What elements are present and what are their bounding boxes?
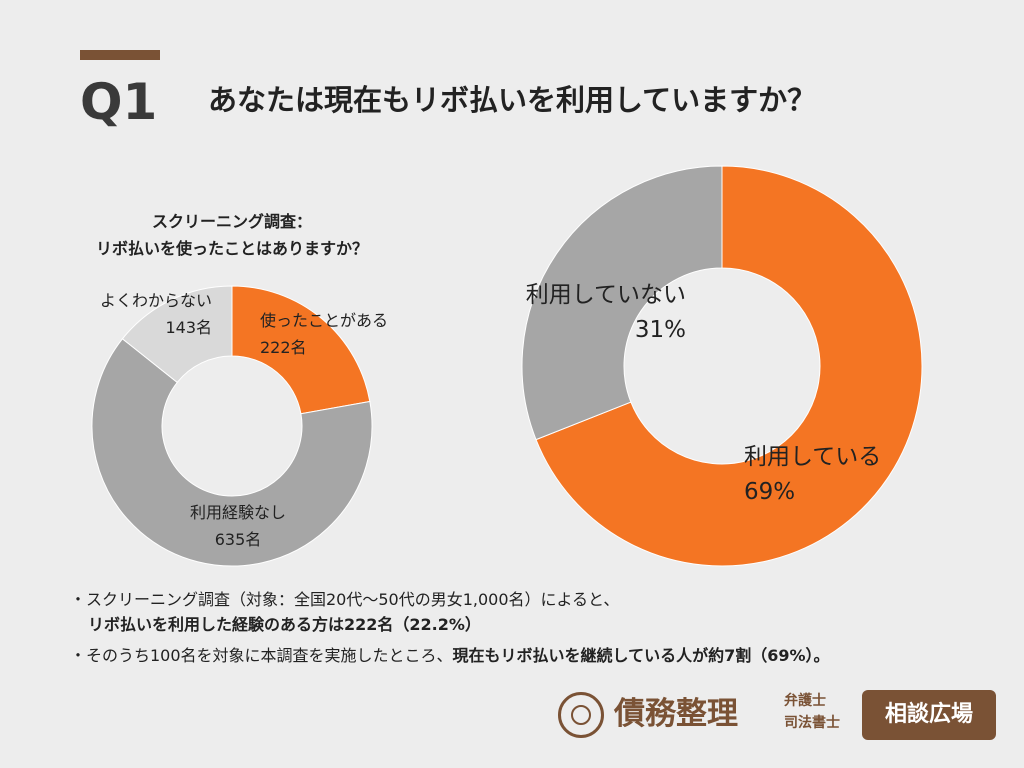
accent-bar (80, 50, 160, 60)
donut-slice-2 (521, 165, 723, 441)
slice-value-2: 31% (635, 317, 686, 343)
note-line-3: ・そのうち100名を対象に本調査を実施したところ、現在もリボ払いを継続している人… (70, 644, 830, 668)
slice-label-1: 使ったことがある (260, 311, 388, 330)
slice-label-2: 利用経験なし (190, 503, 286, 522)
donut-slice-2 (91, 338, 373, 567)
note-line-2: リボ払いを利用した経験のある方は222名（22.2%） (88, 613, 481, 637)
donut-slice-1 (535, 165, 923, 567)
logo-sub-line-2: 司法書士 (784, 715, 840, 731)
question-number: Q1 (80, 73, 158, 131)
small-chart-title-line-1: スクリーニング調査： (151, 212, 312, 231)
slice-value-3: 143名 (165, 318, 212, 337)
slice-label-1: 利用している (744, 444, 881, 470)
small-chart-title: スクリーニング調査： リボ払いを使ったことはありますか？ (40, 208, 424, 262)
logo-sub-text: 弁護士 司法書士 (784, 690, 840, 734)
note-line-3-bold: 現在もリボ払いを継続している人が約7割（69%）。 (452, 646, 830, 665)
logo-main-text: 債務整理 (614, 696, 738, 732)
scales-seal-icon (558, 692, 604, 738)
note-line-3-plain: ・そのうち100名を対象に本調査を実施したところ、 (70, 646, 453, 665)
donut-slice-1 (231, 285, 371, 415)
donut-slice-3 (121, 285, 233, 384)
logo-sub-line-1: 弁護士 (784, 693, 826, 709)
slice-label-2: 利用していない (526, 282, 686, 308)
slice-label-3: よくわからない (100, 291, 212, 310)
note-line-2-bold: リボ払いを利用した経験のある方は222名（22.2%） (88, 615, 481, 634)
slice-value-2: 635名 (215, 530, 262, 549)
question-title: あなたは現在もリボ払いを利用していますか？ (208, 83, 817, 117)
note-line-1: ・スクリーニング調査（対象：全国20代〜50代の男女1,000名）によると、 (70, 590, 620, 609)
current-use-donut-chart: 利用している 69% 利用していない 31% (521, 165, 923, 567)
logo-badge: 相談広場 (862, 690, 996, 740)
slice-value-1: 69% (744, 479, 795, 505)
slice-value-1: 222名 (260, 338, 307, 357)
brand-logo: 債務整理 弁護士 司法書士 相談広場 (548, 690, 1008, 746)
small-chart-title-line-2: リボ払いを使ったことはありますか？ (95, 239, 368, 258)
